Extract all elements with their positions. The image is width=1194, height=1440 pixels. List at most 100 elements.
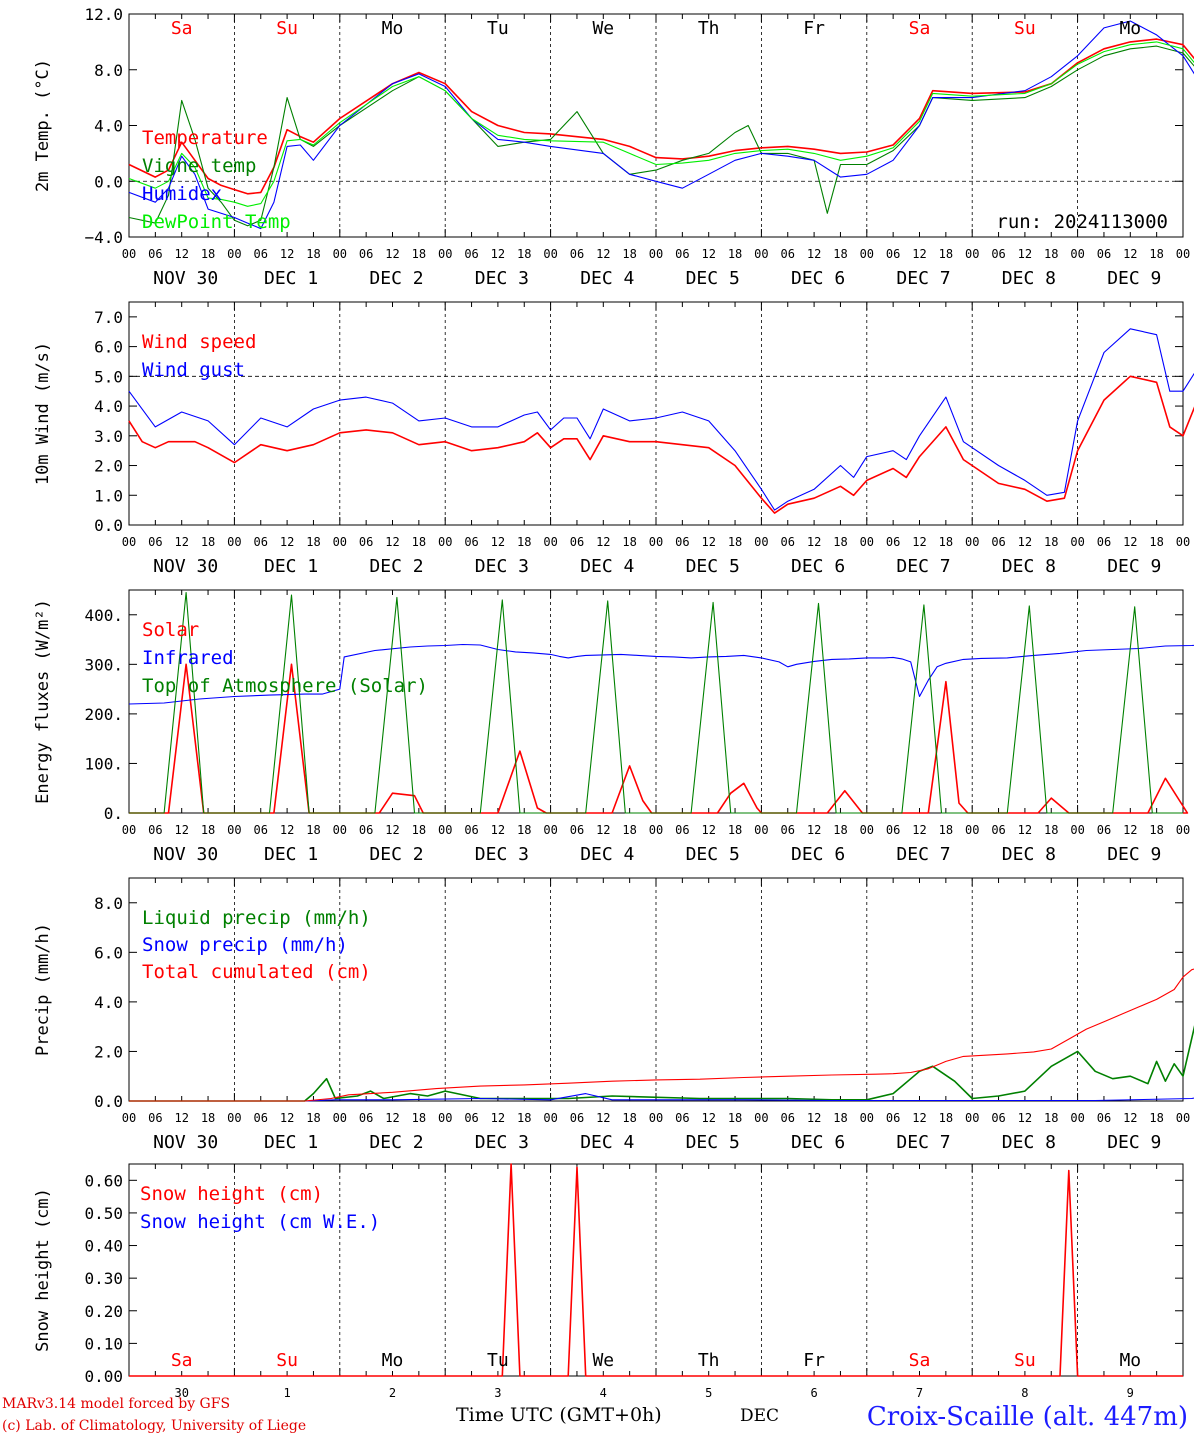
- weekday-label: Fr: [803, 18, 825, 39]
- hour-tick-label: 12: [385, 823, 399, 837]
- hour-tick-label: 12: [1123, 1111, 1137, 1125]
- hour-tick-label: 12: [491, 1111, 505, 1125]
- day-label: DEC 6: [791, 556, 845, 577]
- hour-tick-label: 06: [886, 247, 900, 261]
- hour-tick-label: 00: [122, 247, 136, 261]
- y-tick-label: 6.0: [94, 943, 123, 962]
- hour-tick-label: 00: [860, 535, 874, 549]
- y-tick-label: 4.0: [94, 117, 123, 136]
- day-number-label: 8: [1021, 1386, 1028, 1400]
- hour-tick-label: 00: [1176, 823, 1190, 837]
- hour-tick-label: 06: [991, 1111, 1005, 1125]
- hour-tick-label: 06: [464, 1111, 478, 1125]
- hour-tick-label: 12: [174, 1111, 188, 1125]
- day-label: NOV 30: [153, 268, 218, 289]
- hour-tick-label: 12: [385, 1111, 399, 1125]
- hour-tick-label: 00: [649, 247, 663, 261]
- legend-entry: DewPoint Temp: [142, 211, 291, 233]
- weekday-label: Tu: [487, 1350, 509, 1371]
- hour-tick-label: 00: [438, 247, 452, 261]
- day-label: NOV 30: [153, 556, 218, 577]
- hour-tick-label: 18: [833, 535, 847, 549]
- hour-tick-label: 06: [254, 535, 268, 549]
- y-tick-label: 12.0: [84, 5, 123, 24]
- hour-tick-label: 12: [491, 247, 505, 261]
- y-axis-label: Snow height (cm): [33, 1188, 53, 1352]
- day-label: DEC 8: [1002, 844, 1056, 865]
- hour-tick-label: 00: [965, 535, 979, 549]
- y-axis-label: Precip (mm/h): [33, 923, 53, 1056]
- y-tick-label: 0.20: [84, 1302, 123, 1321]
- legend-entry: Top of Atmosphere (Solar): [142, 675, 428, 697]
- hour-tick-label: 06: [781, 535, 795, 549]
- hour-tick-label: 00: [754, 535, 768, 549]
- hour-tick-label: 18: [622, 535, 636, 549]
- y-tick-label: 0.0: [94, 516, 123, 535]
- hour-tick-label: 00: [122, 535, 136, 549]
- hour-tick-label: 12: [912, 247, 926, 261]
- hour-tick-label: 12: [912, 823, 926, 837]
- day-label: DEC 6: [791, 1132, 845, 1153]
- hour-tick-label: 06: [675, 247, 689, 261]
- y-tick-label: 1.0: [94, 486, 123, 505]
- hour-tick-label: 18: [939, 247, 953, 261]
- hour-tick-label: 18: [201, 1111, 215, 1125]
- hour-tick-label: 18: [1149, 535, 1163, 549]
- hour-tick-label: 06: [886, 535, 900, 549]
- day-label: DEC 4: [580, 268, 634, 289]
- day-label: DEC 8: [1002, 556, 1056, 577]
- hour-tick-label: 06: [1097, 1111, 1111, 1125]
- y-tick-label: 4.0: [94, 993, 123, 1012]
- hour-tick-label: 12: [1123, 535, 1137, 549]
- hour-tick-label: 18: [306, 1111, 320, 1125]
- panel-frame: [128, 13, 1184, 238]
- hour-tick-label: 00: [227, 823, 241, 837]
- hour-tick-label: 00: [227, 1111, 241, 1125]
- hour-tick-label: 12: [1018, 247, 1032, 261]
- day-label: DEC 1: [264, 556, 318, 577]
- day-label: DEC 5: [686, 1132, 740, 1153]
- hour-tick-label: 18: [306, 535, 320, 549]
- hour-tick-label: 06: [359, 535, 373, 549]
- hour-tick-label: 06: [148, 247, 162, 261]
- hour-tick-label: 00: [649, 823, 663, 837]
- hour-tick-label: 06: [464, 247, 478, 261]
- series-line: [129, 591, 1183, 814]
- hour-tick-label: 00: [227, 247, 241, 261]
- hour-tick-label: 12: [701, 535, 715, 549]
- hour-tick-label: 00: [227, 535, 241, 549]
- hour-tick-label: 12: [1018, 823, 1032, 837]
- hour-tick-label: 06: [570, 535, 584, 549]
- series-line: [128, 20, 1194, 230]
- weekday-label: Tu: [487, 18, 509, 39]
- hour-tick-label: 18: [1044, 823, 1058, 837]
- hour-tick-label: 06: [991, 535, 1005, 549]
- hour-tick-label: 18: [306, 247, 320, 261]
- day-label: DEC 4: [580, 844, 634, 865]
- hour-tick-label: 12: [280, 1111, 294, 1125]
- day-label: DEC 7: [896, 1132, 950, 1153]
- series-line: [128, 41, 1194, 207]
- day-label: DEC 2: [369, 844, 423, 865]
- day-number-label: 1: [283, 1386, 290, 1400]
- panel-3: [128, 589, 1194, 814]
- hour-tick-label: 06: [991, 823, 1005, 837]
- hour-tick-label: 12: [1018, 1111, 1032, 1125]
- y-tick-label: 100.: [84, 754, 123, 773]
- hour-tick-label: 18: [1044, 535, 1058, 549]
- hour-tick-label: 06: [675, 823, 689, 837]
- hour-tick-label: 06: [254, 1111, 268, 1125]
- y-tick-label: 0.50: [84, 1204, 123, 1223]
- hour-tick-label: 18: [728, 247, 742, 261]
- hour-tick-label: 12: [912, 1111, 926, 1125]
- hour-tick-label: 18: [728, 1111, 742, 1125]
- y-tick-label: 8.0: [94, 894, 123, 913]
- day-label: DEC 9: [1107, 1132, 1161, 1153]
- day-label: DEC 4: [580, 1132, 634, 1153]
- hour-tick-label: 18: [412, 535, 426, 549]
- day-number-label: 9: [1127, 1386, 1134, 1400]
- hour-tick-label: 12: [807, 535, 821, 549]
- hour-tick-label: 18: [517, 1111, 531, 1125]
- day-label: DEC 7: [896, 844, 950, 865]
